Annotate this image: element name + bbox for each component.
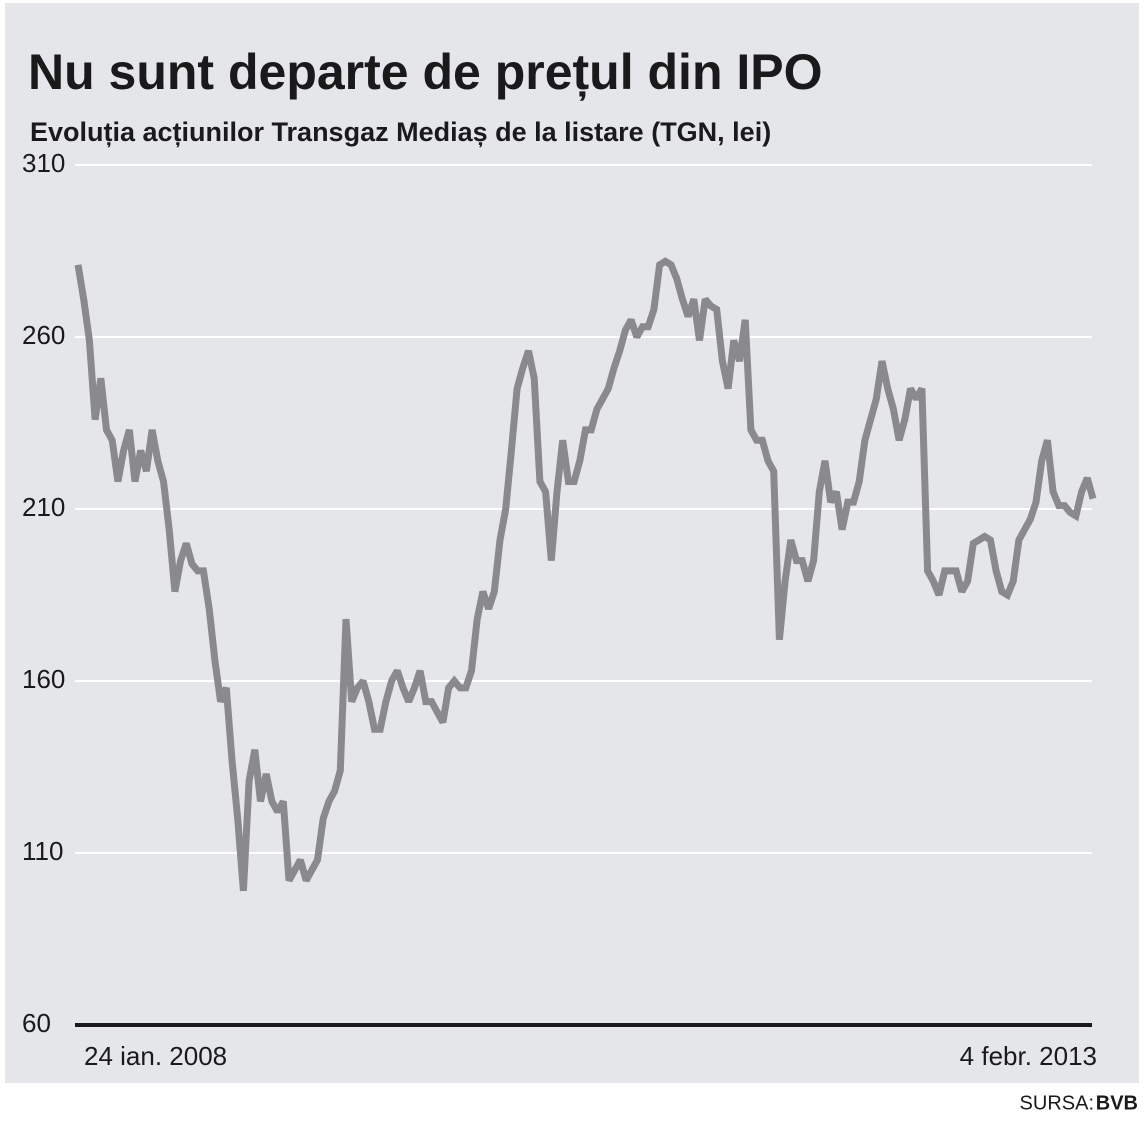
source-label: SURSA: (1020, 1092, 1094, 1114)
chart-background (5, 3, 1139, 1083)
source: BVB (1096, 1092, 1138, 1114)
y-tick-label: 210 (22, 492, 65, 522)
y-tick-label: 110 (22, 836, 63, 866)
y-tick-label: 310 (22, 148, 65, 178)
x-tick-label: 4 febr. 2013 (960, 1041, 1097, 1071)
price-line (74, 257, 1097, 892)
y-tick-label: 160 (22, 664, 65, 694)
x-tick-label: 24 ian. 2008 (84, 1041, 227, 1071)
y-tick-label: 260 (22, 320, 65, 350)
chart-title: Nu sunt departe de prețul din IPO (28, 44, 823, 100)
chart-subtitle: Evoluția acțiunilor Transgaz Mediaș de l… (30, 117, 771, 147)
y-tick-label: 60 (22, 1008, 51, 1038)
